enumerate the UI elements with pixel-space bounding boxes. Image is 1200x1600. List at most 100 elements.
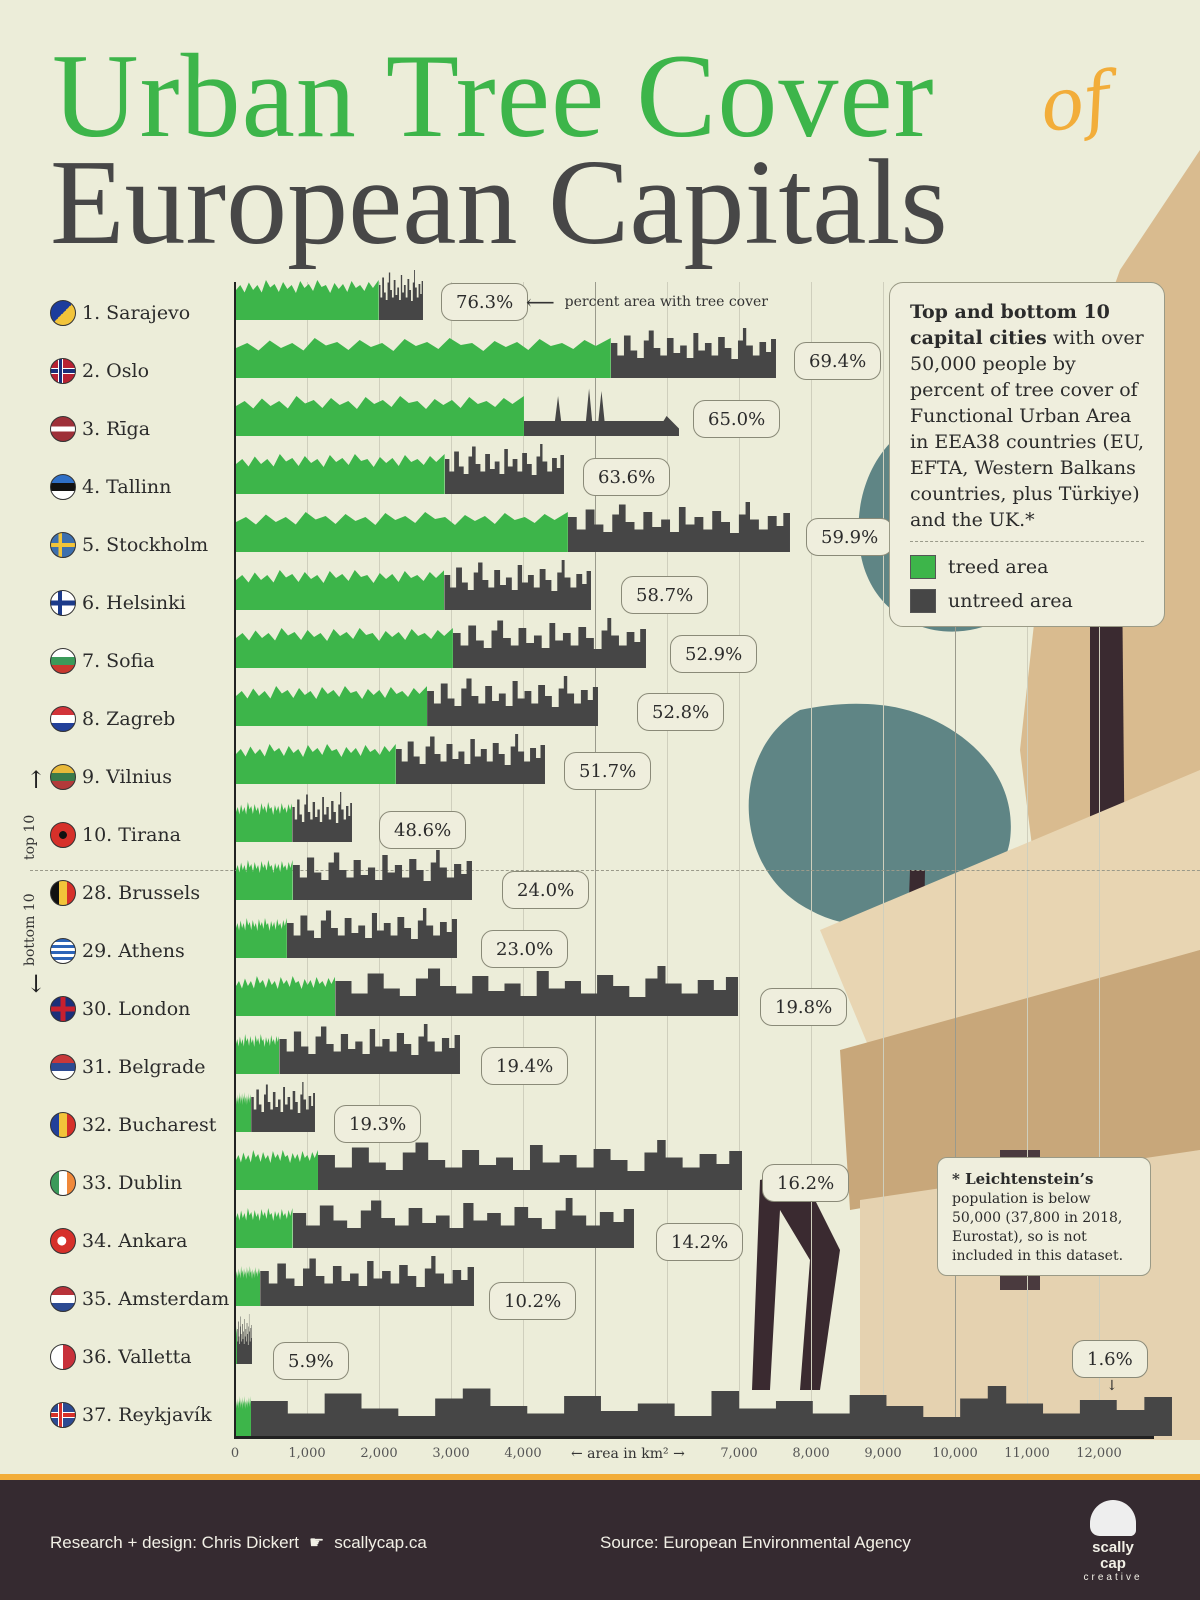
- city-name: 9. Vilnius: [82, 766, 173, 788]
- bar-vilnius: [236, 734, 545, 784]
- pct-badge-sarajevo: 76.3%: [441, 283, 529, 321]
- bar-bucharest: [236, 1082, 315, 1132]
- gridline-6000: [667, 282, 668, 1438]
- legend-treed-label: treed area: [948, 556, 1049, 578]
- pct-badge-london: 19.8%: [760, 988, 848, 1026]
- bar-reykjavik: [236, 1386, 1172, 1436]
- flag-albania-icon: [50, 822, 76, 848]
- left-arrow-icon: ⟵: [526, 290, 555, 314]
- footer: Research + design: Chris Dickert ☛ scall…: [0, 1480, 1200, 1600]
- bar-london: [236, 966, 738, 1016]
- bar-riga: [236, 386, 679, 436]
- pct-badge-athens: 23.0%: [481, 930, 569, 968]
- gridline-3000: [451, 282, 452, 1438]
- footnote-box: * Leichtenstein’s population is below 50…: [937, 1157, 1151, 1276]
- row-label-london: 30. London: [50, 994, 190, 1024]
- x-tick: 8,000: [792, 1446, 830, 1461]
- bar-tirana: [236, 792, 352, 842]
- pct-badge-tallinn: 63.6%: [583, 458, 671, 496]
- x-tick: 3,000: [432, 1446, 470, 1461]
- title-line-1: Urban Tree Cover: [52, 29, 935, 162]
- city-name: 10. Tirana: [82, 824, 181, 846]
- x-tick: 9,000: [864, 1446, 902, 1461]
- city-name: 1. Sarajevo: [82, 302, 191, 324]
- pct-badge-amsterdam: 10.2%: [489, 1282, 577, 1320]
- pct-badge-zagreb: 52.8%: [637, 693, 725, 731]
- pct-badge-oslo: 69.4%: [794, 342, 882, 380]
- pct-badge-ankara: 14.2%: [656, 1223, 744, 1261]
- row-label-zagreb: 8. Zagreb: [50, 704, 175, 734]
- legend-divider: [910, 541, 1144, 542]
- bar-stockholm: [236, 502, 790, 552]
- bar-sarajevo: [236, 270, 423, 320]
- flag-bosnia-icon: [50, 300, 76, 326]
- y-axis-line: [234, 282, 236, 1438]
- x-tick: 7,000: [720, 1446, 758, 1461]
- city-name: 4. Tallinn: [82, 476, 172, 498]
- city-name: 2. Oslo: [82, 360, 150, 382]
- title-of: of: [1034, 55, 1116, 149]
- city-name: 34. Ankara: [82, 1230, 188, 1252]
- pct-badge-valletta: 5.9%: [273, 1342, 349, 1380]
- flag-latvia-icon: [50, 416, 76, 442]
- x-tick: 1,000: [288, 1446, 326, 1461]
- pct-badge-vilnius: 51.7%: [564, 752, 652, 790]
- legend-item-untreed: untreed area: [910, 584, 1144, 618]
- bar-amsterdam: [236, 1256, 474, 1306]
- cap-icon: [1090, 1500, 1136, 1536]
- city-name: 29. Athens: [82, 940, 185, 962]
- top-bottom-divider: [30, 870, 1200, 871]
- logo-name: scally cap: [1092, 1539, 1134, 1572]
- gridline-4000: [523, 282, 524, 1438]
- city-name: 7. Sofia: [82, 650, 155, 672]
- row-label-brussels: 28. Brussels: [50, 878, 200, 908]
- down-pointer-icon: ↓: [1106, 1378, 1118, 1394]
- row-label-amsterdam: 35. Amsterdam: [50, 1284, 229, 1314]
- site-link[interactable]: scallycap.ca: [334, 1533, 427, 1552]
- gridline-10000: [955, 282, 956, 1438]
- bar-oslo: [236, 328, 776, 378]
- flag-belgium-icon: [50, 880, 76, 906]
- footnote-body: population is below 50,000 (37,800 in 20…: [952, 1191, 1124, 1264]
- gridline-12000: [1099, 282, 1100, 1438]
- flag-turkey-icon: [50, 1228, 76, 1254]
- row-label-tallinn: 4. Tallinn: [50, 472, 171, 502]
- pct-badge-tirana: 48.6%: [379, 811, 467, 849]
- bar-athens: [236, 908, 457, 958]
- bar-belgrade: [236, 1024, 460, 1074]
- flag-lithuania-icon: [50, 764, 76, 790]
- row-label-athens: 29. Athens: [50, 936, 185, 966]
- bar-ankara: [236, 1198, 634, 1248]
- pct-hint-text: percent area with tree cover: [564, 294, 768, 310]
- x-tick: 12,000: [1076, 1446, 1122, 1461]
- flag-bulgaria-icon: [50, 648, 76, 674]
- flag-greece-icon: [50, 938, 76, 964]
- flag-malta-icon: [50, 1344, 76, 1370]
- pct-hint: ⟵ percent area with tree cover: [526, 290, 768, 314]
- flag-estonia-icon: [50, 474, 76, 500]
- flag-romania-icon: [50, 1112, 76, 1138]
- gridline-5000: [595, 282, 596, 1438]
- row-label-stockholm: 5. Stockholm: [50, 530, 208, 560]
- row-label-dublin: 33. Dublin: [50, 1168, 182, 1198]
- flag-serbia-icon: [50, 1054, 76, 1080]
- x-tick: 0: [230, 1446, 240, 1461]
- x-tick: 2,000: [360, 1446, 398, 1461]
- footer-accent-stripe: [0, 1474, 1200, 1480]
- row-label-oslo: 2. Oslo: [50, 356, 149, 386]
- pointing-hand-icon: ☛: [308, 1533, 325, 1552]
- gridline-8000: [811, 282, 812, 1438]
- treed-swatch-icon: [910, 555, 936, 579]
- x-axis-ticks: 0 1,000 2,000 3,000 4,000 7,000 8,000 9,…: [0, 1446, 1200, 1468]
- flag-ireland-icon: [50, 1170, 76, 1196]
- pct-badge-helsinki: 58.7%: [621, 576, 709, 614]
- footer-credit: Research + design: Chris Dickert ☛ scall…: [50, 1533, 427, 1553]
- row-label-reykjavik: 37. Reykjavík: [50, 1400, 212, 1430]
- pct-badge-riga: 65.0%: [693, 400, 781, 438]
- row-label-sofia: 7. Sofia: [50, 646, 155, 676]
- legend-description: Top and bottom 10 capital cities with ov…: [910, 299, 1144, 533]
- flag-finland-icon: [50, 590, 76, 616]
- legend-body: with over 50,000 people by percent of tr…: [910, 327, 1145, 531]
- city-name: 32. Bucharest: [82, 1114, 217, 1136]
